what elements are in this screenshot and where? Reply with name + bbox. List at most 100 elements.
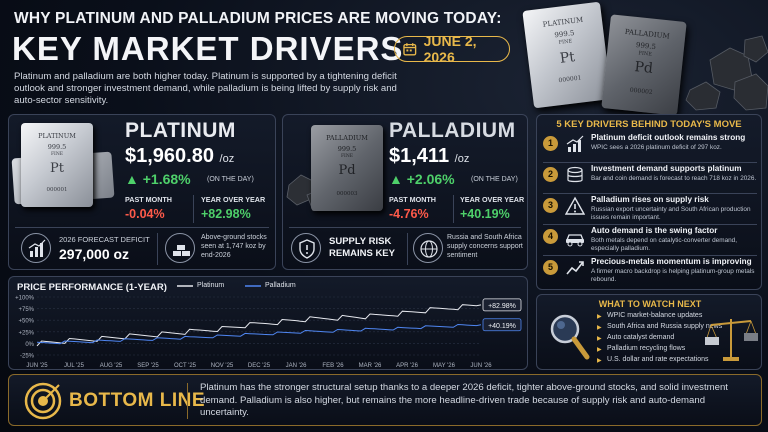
page-title: KEY MARKET DRIVERS [12, 30, 404, 67]
series-line-platinum [36, 304, 482, 347]
platinum-deficit-value: 297,000 oz [59, 246, 130, 262]
target-icon [24, 382, 62, 420]
palladium-risk-label-1: SUPPLY RISK [329, 236, 392, 247]
series-line-palladium [36, 323, 482, 345]
x-tick-label: JUN '25 [26, 363, 48, 369]
driver-description: WPIC sees a 2026 platinum deficit of 297… [591, 144, 722, 151]
x-tick-label: AUG '25 [100, 363, 123, 369]
hero-platinum-bar-serial: 000001 [558, 74, 582, 85]
bullet-icon: ▶ [597, 336, 602, 342]
end-label-platinum: +82.98% [488, 303, 516, 310]
header-subtitle: WHY PLATINUM AND PALLADIUM PRICES ARE MO… [14, 10, 502, 27]
palladium-bar-symbol: Pd [338, 163, 356, 178]
platinum-bar-image: PLATINUM 999.5 FINE Pt 000001 [21, 123, 93, 207]
price-performance-chart: +100% +75% +50% +25% 0% -25% JUN '25 JUL '25 AUG… [15, 296, 522, 369]
x-tick-label: MAR '26 [359, 363, 382, 369]
hero-platinum-bar-symbol: Pt [558, 49, 576, 67]
platinum-change-value: +1.68% [142, 171, 191, 187]
bottom-line-text: Platinum has the stronger structural set… [200, 382, 728, 418]
bottom-line-divider [187, 383, 188, 419]
y-tick-label: +25% [18, 330, 34, 336]
bar-chart-icon [21, 233, 51, 263]
watch-item: Auto catalyst demand [607, 334, 675, 341]
x-tick-label: OCT '25 [174, 363, 197, 369]
driver-title: Platinum deficit outlook remains strong [591, 133, 746, 142]
driver-divider [543, 224, 757, 225]
platinum-past-month-value: -0.04% [125, 207, 165, 221]
arrow-up-icon: ▲ [125, 171, 139, 187]
watch-item: U.S. dollar and rate expectations [607, 356, 709, 363]
date-text: JUNE 2, 2026 [423, 33, 477, 65]
platinum-panel-divider [15, 227, 269, 228]
bottom-line-title: BOTTOM LINE [69, 390, 206, 411]
gold-stack-icon [165, 233, 195, 263]
platinum-bottom-divider [157, 233, 158, 265]
x-tick-label: APR '26 [396, 363, 418, 369]
palladium-risk-note: Russia and South Africa supply concerns … [447, 234, 523, 259]
platinum-bar-purity: 999.5 [47, 143, 67, 151]
palladium-panel-divider [289, 227, 521, 228]
platinum-stocks-note: Above-ground stocks seen at 1,747 koz by… [201, 234, 267, 259]
platinum-past-month-label: PAST MONTH [125, 195, 172, 204]
platinum-bar-symbol: Pt [50, 161, 64, 176]
x-tick-label: MAY '26 [433, 363, 456, 369]
x-tick-label: JAN '26 [286, 363, 307, 369]
bullet-icon: ▶ [597, 314, 602, 320]
driver-description: Bar and coin demand is forecast to reach… [591, 175, 757, 182]
legend-palladium-label: Palladium [265, 282, 296, 289]
platinum-panel: PLATINUM 999.5 FINE Pt 000001 PLATINUM $… [8, 114, 276, 270]
arrow-up-icon: ▲ [389, 171, 403, 187]
watch-panel: WHAT TO WATCH NEXT ▶ WPIC market-balance … [536, 294, 762, 370]
end-label-box [482, 318, 522, 332]
palladium-bar-purity: 999.5 [337, 145, 357, 153]
driver-description: Russian export uncertainty and South Afr… [591, 206, 751, 221]
platinum-name: PLATINUM [125, 119, 236, 142]
platinum-yoy-value: +82.98% [201, 207, 251, 221]
palladium-past-month-label: PAST MONTH [389, 195, 436, 204]
legend-palladium: Palladium [245, 282, 296, 289]
driver-title: Palladium rises on supply risk [591, 195, 709, 204]
palladium-change-note: (ON THE DAY) [471, 176, 518, 183]
warning-icon [565, 196, 585, 215]
driver-divider [543, 255, 757, 256]
bottom-line-panel: BOTTOM LINE [8, 374, 762, 426]
legend-platinum: Platinum [177, 282, 224, 289]
y-tick-label: +100% [15, 296, 35, 302]
legend-platinum-label: Platinum [197, 282, 225, 289]
x-tick-label: DEC '25 [248, 363, 271, 369]
platinum-bar-fine: FINE [50, 152, 64, 157]
platinum-bar-name: PLATINUM [38, 132, 76, 140]
palladium-bar-serial: 000003 [336, 191, 358, 197]
platinum-price-value: $1,960.80 [125, 145, 214, 167]
x-tick-label: JUN '26 [470, 363, 492, 369]
platinum-change-note: (ON THE DAY) [207, 176, 254, 183]
palladium-yoy-label: YEAR OVER YEAR [460, 195, 525, 204]
y-tick-label: +50% [18, 319, 34, 325]
globe-icon [413, 233, 443, 263]
date-badge: JUNE 2, 2026 [394, 33, 510, 65]
palladium-stat-divider [453, 195, 454, 223]
driver-divider [543, 193, 757, 194]
x-tick-label: JUL '25 [64, 363, 85, 369]
palladium-change-value: +2.06% [406, 171, 455, 187]
shield-warning-icon [291, 233, 321, 263]
driver-number: 3 [543, 198, 558, 213]
watch-item: WPIC market-balance updates [607, 312, 703, 319]
y-tick-label: -25% [20, 354, 35, 360]
driver-title: Auto demand is the swing factor [591, 226, 718, 235]
platinum-deficit-label: 2026 FORECAST DEFICIT [59, 235, 150, 244]
palladium-yoy-value: +40.19% [460, 207, 510, 221]
driver-number: 2 [543, 167, 558, 182]
rising-chart-icon [566, 135, 584, 152]
hero-palladium-bar: PALLADIUM 999.5 FINE Pd 000002 [601, 14, 687, 116]
platinum-stat-divider [193, 195, 194, 223]
palladium-name: PALLADIUM [389, 119, 516, 142]
bullet-icon: ▶ [597, 347, 602, 353]
driver-number: 1 [543, 136, 558, 151]
driver-divider [543, 162, 757, 163]
palladium-bottom-divider [407, 233, 408, 265]
driver-number: 5 [543, 260, 558, 275]
palladium-past-month-value: -4.76% [389, 207, 429, 221]
palladium-bar-name: PALLADIUM [326, 134, 368, 142]
platinum-price: $1,960.80 /oz [125, 145, 234, 168]
